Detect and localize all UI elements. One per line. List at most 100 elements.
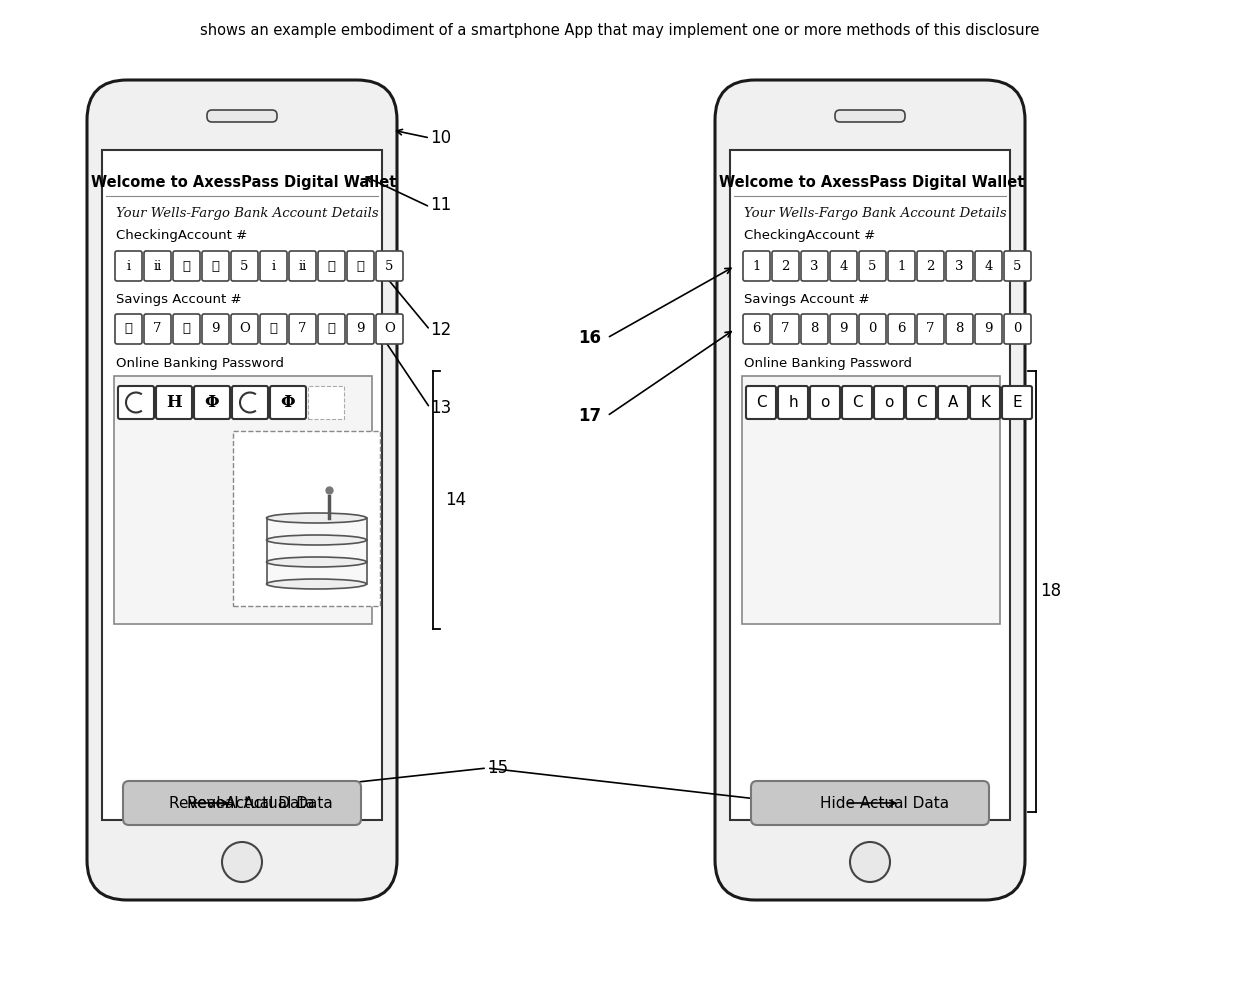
FancyBboxPatch shape bbox=[260, 251, 286, 281]
FancyBboxPatch shape bbox=[207, 110, 277, 122]
Text: Welcome to AxessPass Digital Wallet: Welcome to AxessPass Digital Wallet bbox=[719, 175, 1024, 189]
FancyBboxPatch shape bbox=[174, 314, 200, 344]
FancyBboxPatch shape bbox=[144, 251, 171, 281]
Text: Hide Actual Data: Hide Actual Data bbox=[821, 796, 950, 810]
FancyBboxPatch shape bbox=[376, 251, 403, 281]
FancyBboxPatch shape bbox=[746, 386, 776, 419]
Text: C: C bbox=[852, 395, 862, 410]
Text: O: O bbox=[384, 322, 394, 335]
Text: Φ: Φ bbox=[205, 394, 219, 411]
Text: 10: 10 bbox=[430, 129, 451, 147]
Text: H: H bbox=[166, 394, 182, 411]
Bar bbox=[267, 562, 367, 584]
Text: 4: 4 bbox=[839, 260, 848, 273]
Bar bbox=[730, 150, 1011, 820]
Text: 4: 4 bbox=[985, 260, 993, 273]
FancyBboxPatch shape bbox=[232, 386, 268, 419]
Text: Your Wells-Fargo Bank Account Details: Your Wells-Fargo Bank Account Details bbox=[744, 207, 1007, 220]
Text: 5: 5 bbox=[1013, 260, 1022, 273]
Text: 7: 7 bbox=[781, 322, 790, 335]
Text: Online Banking Password: Online Banking Password bbox=[117, 357, 284, 370]
Text: 9: 9 bbox=[211, 322, 219, 335]
Text: ٤: ٤ bbox=[212, 260, 219, 273]
Bar bbox=[267, 540, 367, 562]
Text: 1: 1 bbox=[753, 260, 760, 273]
Text: 3: 3 bbox=[810, 260, 818, 273]
Text: 天: 天 bbox=[327, 322, 336, 335]
Text: ٣: ٣ bbox=[182, 260, 191, 273]
Text: Φ: Φ bbox=[280, 394, 295, 411]
FancyBboxPatch shape bbox=[231, 251, 258, 281]
FancyBboxPatch shape bbox=[830, 314, 857, 344]
Text: 6: 6 bbox=[753, 322, 761, 335]
FancyBboxPatch shape bbox=[946, 314, 973, 344]
FancyBboxPatch shape bbox=[835, 110, 905, 122]
Text: 6: 6 bbox=[898, 322, 905, 335]
FancyBboxPatch shape bbox=[801, 251, 828, 281]
FancyBboxPatch shape bbox=[202, 251, 229, 281]
Ellipse shape bbox=[267, 557, 367, 567]
Text: C: C bbox=[915, 395, 926, 410]
Text: o: o bbox=[884, 395, 894, 410]
Text: 18: 18 bbox=[1040, 582, 1061, 600]
FancyBboxPatch shape bbox=[193, 386, 229, 419]
Text: 13: 13 bbox=[430, 399, 451, 417]
FancyBboxPatch shape bbox=[260, 314, 286, 344]
FancyBboxPatch shape bbox=[946, 251, 973, 281]
Text: Savings Account #: Savings Account # bbox=[117, 293, 242, 306]
Text: 16: 16 bbox=[578, 329, 601, 347]
Text: ii: ii bbox=[154, 260, 161, 273]
Bar bbox=[102, 150, 382, 820]
Bar bbox=[308, 386, 343, 419]
FancyBboxPatch shape bbox=[115, 251, 143, 281]
Text: Reveal Actual Data: Reveal Actual Data bbox=[187, 796, 332, 810]
Text: i: i bbox=[126, 260, 130, 273]
Text: 9: 9 bbox=[985, 322, 993, 335]
Text: 2: 2 bbox=[781, 260, 790, 273]
FancyBboxPatch shape bbox=[810, 386, 839, 419]
Text: 0: 0 bbox=[868, 322, 877, 335]
Text: 8: 8 bbox=[955, 322, 963, 335]
FancyBboxPatch shape bbox=[1002, 386, 1032, 419]
Text: o: o bbox=[821, 395, 830, 410]
FancyBboxPatch shape bbox=[347, 314, 374, 344]
Text: ٦: ٦ bbox=[269, 322, 278, 335]
Text: 12: 12 bbox=[430, 321, 451, 339]
FancyBboxPatch shape bbox=[1004, 314, 1030, 344]
FancyBboxPatch shape bbox=[317, 314, 345, 344]
FancyBboxPatch shape bbox=[751, 781, 990, 825]
Text: 1: 1 bbox=[898, 260, 905, 273]
Text: Savings Account #: Savings Account # bbox=[744, 293, 869, 306]
Text: 2: 2 bbox=[926, 260, 935, 273]
Text: CheckingAccount #: CheckingAccount # bbox=[744, 229, 875, 242]
FancyBboxPatch shape bbox=[906, 386, 936, 419]
FancyBboxPatch shape bbox=[123, 781, 361, 825]
Text: E: E bbox=[1012, 395, 1022, 410]
Text: 0: 0 bbox=[1013, 322, 1022, 335]
FancyBboxPatch shape bbox=[144, 314, 171, 344]
Text: Online Banking Password: Online Banking Password bbox=[744, 357, 911, 370]
FancyBboxPatch shape bbox=[202, 314, 229, 344]
Text: h: h bbox=[789, 395, 797, 410]
FancyBboxPatch shape bbox=[773, 314, 799, 344]
FancyBboxPatch shape bbox=[888, 314, 915, 344]
Text: Welcome to AxessPass Digital Wallet: Welcome to AxessPass Digital Wallet bbox=[92, 175, 397, 189]
Ellipse shape bbox=[267, 513, 367, 523]
FancyBboxPatch shape bbox=[773, 251, 799, 281]
FancyBboxPatch shape bbox=[842, 386, 872, 419]
FancyBboxPatch shape bbox=[289, 314, 316, 344]
Text: CheckingAccount #: CheckingAccount # bbox=[117, 229, 247, 242]
Text: 15: 15 bbox=[487, 759, 508, 777]
Circle shape bbox=[222, 842, 262, 882]
FancyBboxPatch shape bbox=[87, 80, 397, 900]
Text: 9: 9 bbox=[356, 322, 365, 335]
Text: ii: ii bbox=[299, 260, 306, 273]
Text: C: C bbox=[755, 395, 766, 410]
Polygon shape bbox=[250, 393, 262, 412]
Text: 14: 14 bbox=[445, 491, 466, 509]
Text: 5: 5 bbox=[868, 260, 877, 273]
FancyBboxPatch shape bbox=[289, 251, 316, 281]
Ellipse shape bbox=[267, 535, 367, 545]
FancyBboxPatch shape bbox=[715, 80, 1025, 900]
Text: i: i bbox=[272, 260, 275, 273]
